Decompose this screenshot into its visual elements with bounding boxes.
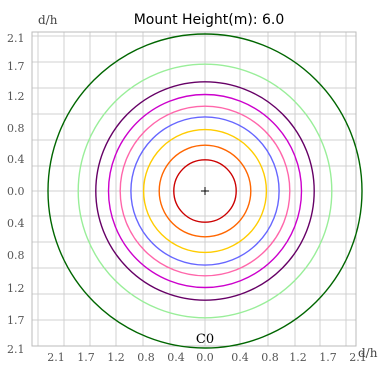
contour-ring xyxy=(77,63,333,319)
contour-ring xyxy=(95,81,315,301)
contours xyxy=(47,33,363,349)
x-tick-label: 0.0 xyxy=(196,351,214,364)
y-tick-label: 0.4 xyxy=(7,153,25,166)
x-tick-label: 1.7 xyxy=(77,351,95,364)
x-tick-label: 1.7 xyxy=(319,351,337,364)
x-tick-label: 2.1 xyxy=(349,351,367,364)
y-tick-label: 2.1 xyxy=(7,32,25,45)
y-tick-label: 1.2 xyxy=(7,282,25,295)
contour-ring xyxy=(119,105,291,277)
y-tick-label: 1.7 xyxy=(7,60,25,73)
plane-label: C0 xyxy=(196,332,214,347)
contour-ring xyxy=(173,159,237,223)
y-tick-label: 0.8 xyxy=(7,249,25,262)
plot-frame xyxy=(31,31,357,347)
x-tick-label: 0.4 xyxy=(167,351,185,364)
contour-ring xyxy=(158,144,252,238)
x-tick-label: 1.2 xyxy=(289,351,307,364)
x-unit-label: d/h xyxy=(358,346,378,360)
x-tick-label: 1.2 xyxy=(107,351,125,364)
y-tick-label: 0.0 xyxy=(7,185,25,198)
contour-ring xyxy=(130,116,280,266)
chart-title: Mount Height(m): 6.0 xyxy=(134,12,285,28)
x-tick-label: 0.8 xyxy=(137,351,155,364)
y-tick-label: 0.4 xyxy=(7,217,25,230)
plot-background xyxy=(32,32,356,346)
y-tick-label: 0.8 xyxy=(7,122,25,135)
center-marker xyxy=(201,187,209,195)
contour-ring xyxy=(47,33,363,349)
x-tick-labels: 2.1 1.7 1.2 0.8 0.4 0.0 0.4 0.8 1.2 1.7 2.1 xyxy=(47,351,367,364)
y-tick-labels: 2.1 1.7 1.2 0.8 0.4 0.0 0.4 0.8 1.2 1.7 2.1 xyxy=(7,32,25,356)
contour-ring xyxy=(107,93,303,289)
x-tick-label: 0.8 xyxy=(261,351,279,364)
contour-ring xyxy=(142,128,268,254)
y-unit-label: d/h xyxy=(38,13,58,27)
x-tick-label: 0.4 xyxy=(231,351,249,364)
y-tick-label: 1.7 xyxy=(7,314,25,327)
x-tick-label: 2.1 xyxy=(47,351,65,364)
y-tick-label: 2.1 xyxy=(7,343,25,356)
y-tick-label: 1.2 xyxy=(7,90,25,103)
